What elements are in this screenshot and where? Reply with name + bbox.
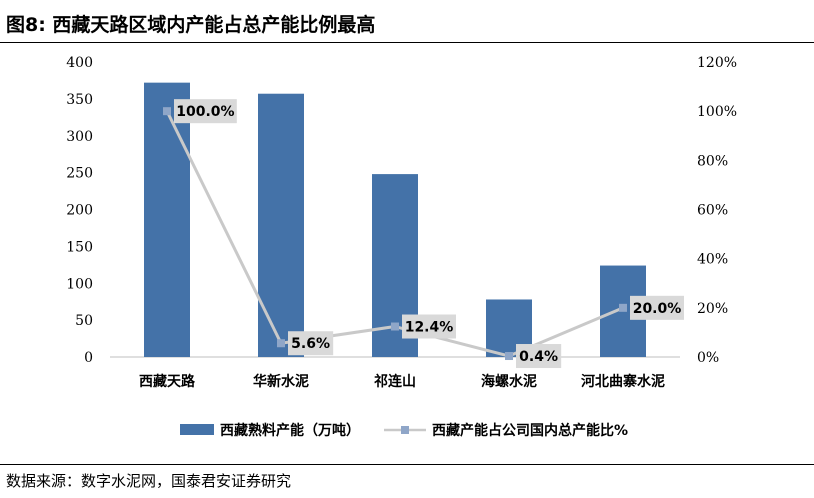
legend-line-label: 西藏产能占公司国内总产能比% (432, 422, 628, 439)
data-source-note: 数据来源：数字水泥网，国泰君安证券研究 (6, 472, 292, 490)
legend-line-marker (401, 426, 409, 434)
title-divider (0, 42, 814, 43)
left-y-tick-label: 0 (84, 350, 93, 366)
line-marker (277, 339, 285, 348)
legend-bar-swatch (180, 424, 214, 435)
left-y-tick-label: 250 (66, 166, 93, 182)
legend-bar-label: 西藏熟料产能（万吨） (220, 422, 360, 439)
right-y-tick-label: 100% (697, 104, 737, 120)
left-y-tick-label: 300 (66, 129, 93, 145)
data-label: 12.4% (405, 320, 454, 336)
right-y-tick-label: 80% (697, 153, 728, 169)
right-y-tick-label: 0% (697, 350, 719, 366)
left-y-tick-label: 50 (75, 313, 93, 329)
data-label-box (402, 314, 456, 339)
line-marker (505, 352, 513, 361)
right-y-tick-label: 40% (697, 252, 728, 268)
right-y-tick-label: 120% (697, 55, 737, 71)
right-y-tick-label: 60% (697, 203, 728, 219)
line-series: 100.0% 5.6% 12.4% 0.4% 20.0% (163, 99, 684, 369)
x-category-label: 海螺水泥 (481, 373, 537, 390)
data-label-box (516, 344, 562, 369)
combo-chart: 0 50 100 150 200 250 300 350 400 0% 20% 40% 60% 80% 1… (66, 55, 737, 439)
left-y-tick-label: 400 (66, 55, 93, 71)
x-category-label: 河北曲寨水泥 (581, 373, 665, 390)
x-axis-categories: 西藏天路 华新水泥 祁连山 海螺水泥 河北曲寨水泥 (139, 373, 665, 390)
data-label: 0.4% (519, 349, 558, 365)
bar (258, 93, 304, 358)
line-marker (619, 303, 627, 312)
data-label: 20.0% (633, 301, 682, 317)
left-y-tick-label: 350 (66, 92, 93, 108)
x-category-label: 西藏天路 (139, 373, 196, 390)
data-label-box (630, 295, 684, 320)
left-y-tick-label: 150 (66, 239, 93, 255)
data-label-box (288, 331, 334, 356)
data-label: 100.0% (176, 104, 234, 120)
source-divider (0, 464, 814, 465)
line-marker (391, 322, 399, 331)
x-category-label: 祁连山 (374, 373, 416, 390)
figure-title: 图8: 西藏天路区域内产能占总产能比例最高 (6, 14, 376, 36)
right-y-axis: 0% 20% 40% 60% 80% 100% 120% (697, 55, 737, 366)
x-category-label: 华新水泥 (253, 373, 309, 390)
left-y-tick-label: 100 (66, 276, 93, 292)
bar (144, 82, 190, 358)
data-label: 5.6% (291, 336, 330, 352)
data-label-box (174, 99, 237, 124)
right-y-tick-label: 20% (697, 301, 728, 317)
legend: 西藏熟料产能（万吨） 西藏产能占公司国内总产能比% (180, 422, 628, 439)
left-y-axis: 0 50 100 150 200 250 300 350 400 (66, 55, 93, 366)
line-marker (163, 107, 171, 116)
left-y-tick-label: 200 (66, 203, 93, 219)
